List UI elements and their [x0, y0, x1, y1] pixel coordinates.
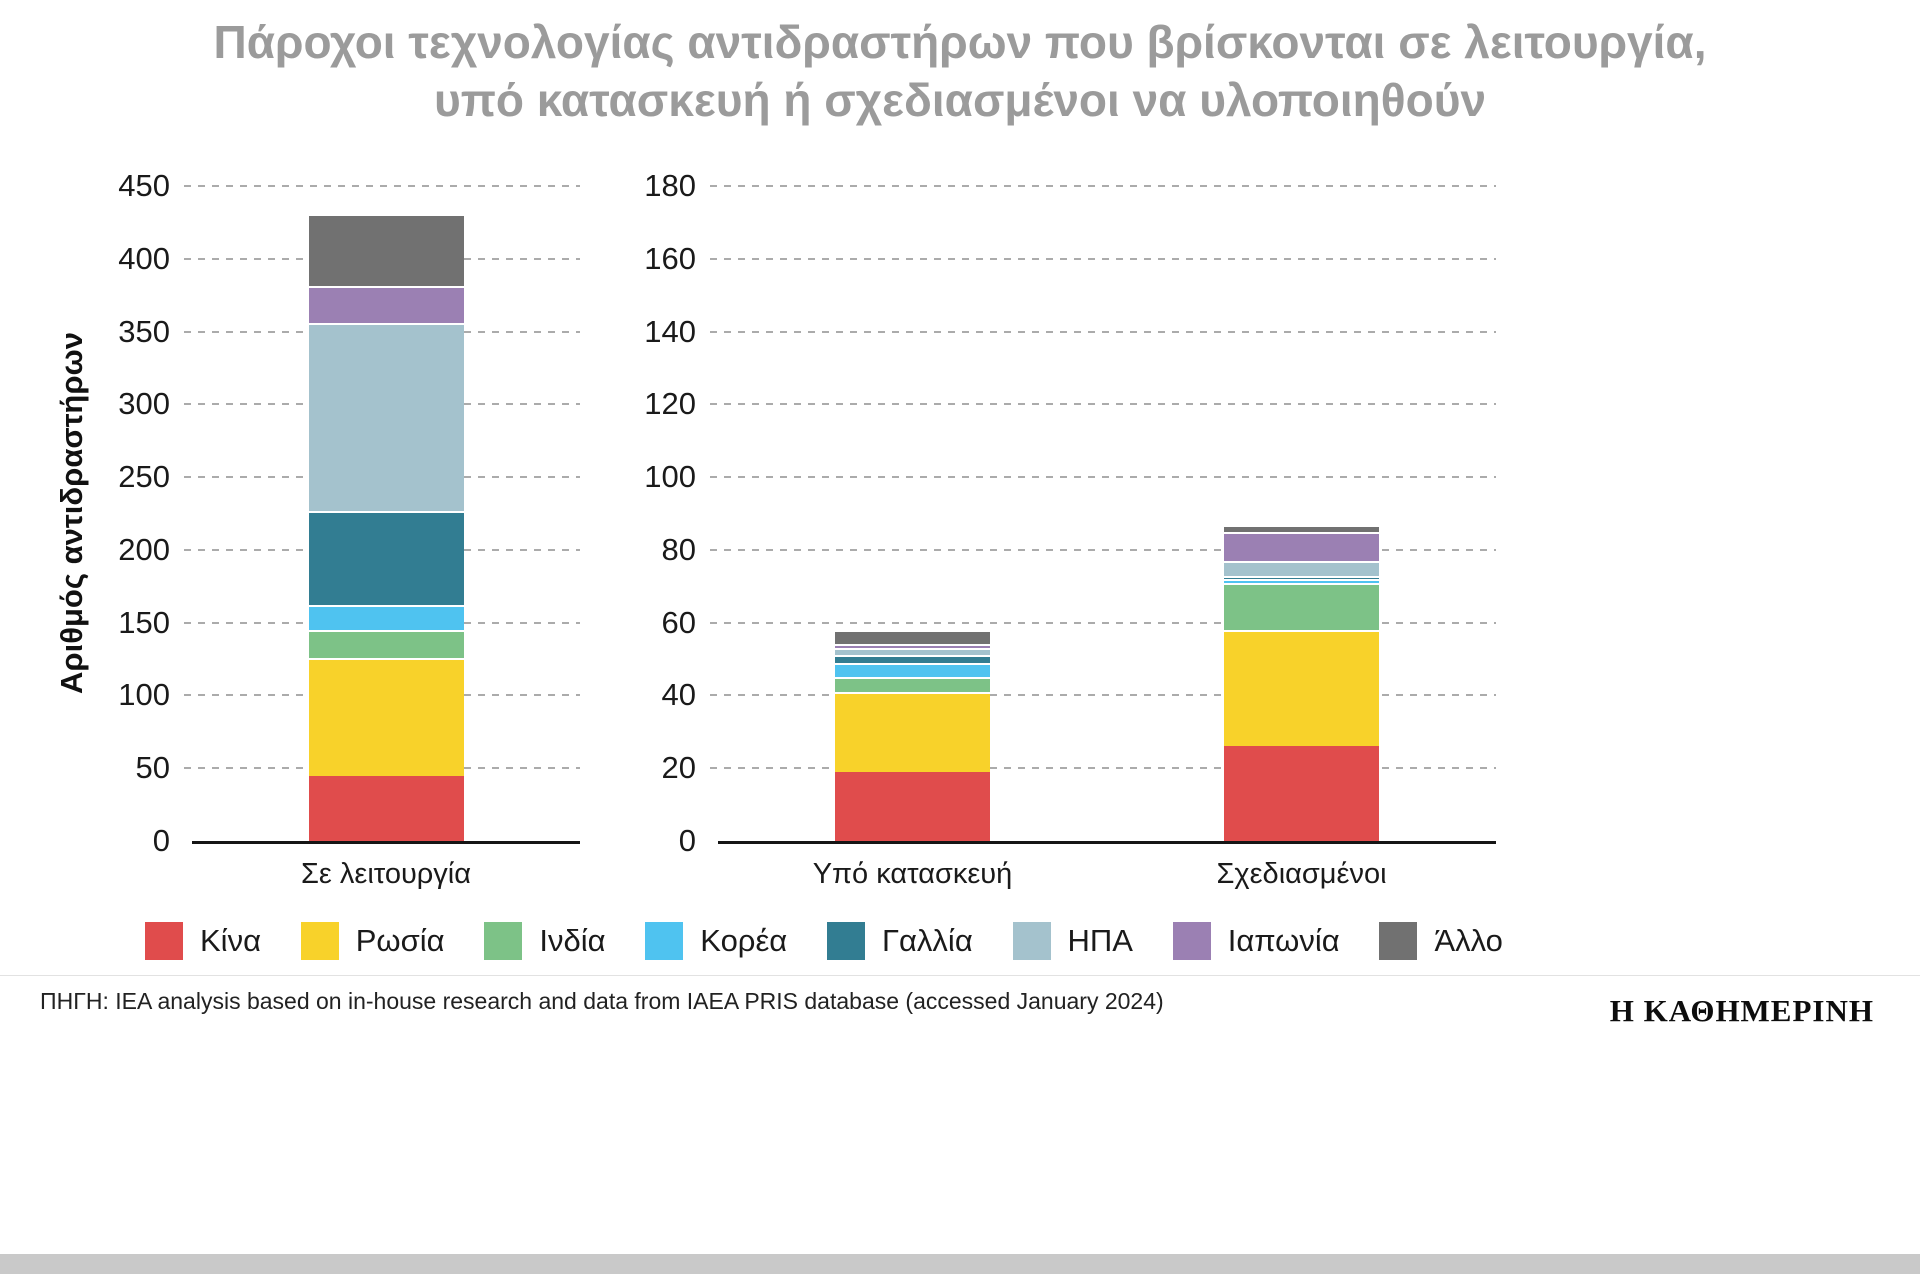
- chart-title-line2: υπό κατασκευή ή σχεδιασμένοι να υλοποιηθ…: [433, 73, 1487, 126]
- y-tick-label: 250: [118, 459, 170, 495]
- legend-item: Γαλλία: [826, 922, 973, 960]
- y-axis-title: Αριθμός αντιδραστήρων: [54, 332, 89, 694]
- gridline: [710, 767, 1496, 770]
- y-tick-label: 180: [644, 168, 696, 203]
- chart-title-line1: Πάροχοι τεχνολογίας αντιδραστήρων που βρ…: [213, 16, 1707, 68]
- bar-segment: [1224, 575, 1379, 580]
- legend-item: Κίνα: [145, 922, 261, 960]
- legend-label: Ρωσία: [355, 923, 445, 958]
- chart-title: Πάροχοι τεχνολογίας αντιδραστήρων που βρ…: [0, 0, 1920, 130]
- bar-segment: [835, 648, 990, 656]
- legend-item: Ρωσία: [300, 922, 445, 960]
- legend-item: Ιαπωνία: [1172, 922, 1340, 960]
- stacked-bar: [835, 629, 990, 841]
- stacked-bar: [1224, 524, 1379, 841]
- bar-segment: [1224, 531, 1379, 561]
- bar-segment: [835, 629, 990, 645]
- bar-segment: [1224, 524, 1379, 532]
- y-tick-label: 450: [118, 168, 170, 203]
- y-tick-label: 0: [152, 823, 170, 858]
- y-tick-label: 300: [118, 386, 170, 422]
- gridline: [710, 476, 1496, 479]
- legend-swatch: [1012, 922, 1051, 960]
- x-category-label: Υπό κατασκευή: [812, 858, 1013, 890]
- y-tick-label: 50: [135, 750, 170, 786]
- gridline: [710, 694, 1496, 697]
- legend-item: Άλλο: [1379, 922, 1503, 960]
- legend-swatch: [826, 922, 865, 960]
- legend-label: Κορέα: [700, 923, 788, 958]
- y-tick-label: 60: [661, 604, 696, 640]
- bar-segment: [835, 677, 990, 692]
- y-tick-label: 100: [644, 459, 696, 495]
- y-tick-label: 120: [644, 386, 696, 422]
- charts-region: Αριθμός αντιδραστήρων 0 50 100 150 200 250 300…: [0, 160, 1920, 905]
- gridline: [710, 403, 1496, 406]
- bar-segment: [308, 629, 464, 658]
- bar-segment: [1224, 746, 1379, 841]
- bar-segment: [308, 657, 464, 776]
- legend-label: Κίνα: [200, 923, 261, 958]
- legend-swatch: [145, 922, 183, 960]
- y-tick-label: 40: [661, 677, 696, 713]
- bar-segment: [1224, 579, 1379, 583]
- legend-swatch: [1379, 922, 1418, 960]
- bar-segment: [1224, 582, 1379, 631]
- y-tick-label: 400: [118, 240, 170, 276]
- source-note: ΠΗΓΗ: IEA analysis based on in-house res…: [40, 988, 1164, 1014]
- gridline: [710, 548, 1496, 551]
- legend-label: Ιαπωνία: [1227, 923, 1340, 958]
- bar-segment: [1224, 630, 1379, 747]
- y-tick-label: 80: [661, 531, 696, 567]
- y-tick-label: 20: [661, 750, 696, 786]
- plot-area-operating: 0 50 100 150 200 250 300 350 400 450 Σε λειτουργία: [118, 168, 580, 890]
- legend-swatch: [1172, 922, 1211, 960]
- bar-segment: [835, 644, 990, 649]
- legend-item: Ινδία: [484, 922, 606, 960]
- y-tick-label: 0: [678, 823, 696, 858]
- bar-segment: [308, 322, 464, 511]
- y-tick-label: 160: [644, 240, 696, 276]
- bar-segment: [308, 775, 464, 841]
- x-category-label: Σχεδιασμένοι: [1216, 858, 1387, 890]
- plot-area-construction-planned: 0 20 40 60 80 100 120 140 160 180 Υπό κατασκευή Σχε…: [644, 168, 1496, 890]
- bar-segment: [308, 510, 464, 606]
- bottom-strip: [0, 1254, 1920, 1274]
- legend-item: ΗΠΑ: [1012, 922, 1133, 960]
- y-tick-label: 140: [644, 313, 696, 349]
- bar-segment: [835, 691, 990, 772]
- publisher-logo: Η ΚΑΘΗΜΕΡΙΝΗ: [1609, 993, 1874, 1028]
- y-tick-label: 100: [118, 677, 170, 713]
- legend-label: Άλλο: [1434, 923, 1503, 958]
- legend-label: Ινδία: [539, 923, 606, 958]
- legend-item: Κορέα: [645, 922, 787, 960]
- gridline: [710, 621, 1496, 624]
- gridline: [184, 185, 580, 187]
- bar-segment: [1224, 560, 1379, 576]
- legend-label: ΗΠΑ: [1067, 923, 1133, 958]
- stacked-bar: [308, 213, 464, 841]
- legend-swatch: [484, 922, 523, 960]
- y-tick-label: 350: [118, 313, 170, 349]
- bar-segment: [308, 286, 464, 323]
- gridline: [710, 185, 1496, 187]
- y-tick-label: 200: [118, 531, 170, 567]
- legend: Κίνα Ρωσία Ινδία Κορέα Γαλλία ΗΠΑ Ιαπωνία Άλλο: [145, 922, 1503, 960]
- footer-divider: [0, 975, 1920, 976]
- bar-segment: [308, 605, 464, 630]
- legend-swatch: [300, 922, 339, 960]
- gridline: [710, 330, 1496, 333]
- bar-segment: [308, 213, 464, 287]
- bar-segment: [835, 771, 990, 841]
- y-tick-label: 150: [118, 604, 170, 640]
- bar-segment: [835, 655, 990, 663]
- bar-segment: [835, 662, 990, 678]
- legend-label: Γαλλία: [881, 923, 973, 958]
- x-category-label: Σε λειτουργία: [300, 858, 472, 890]
- legend-swatch: [645, 922, 684, 960]
- gridline: [710, 257, 1496, 260]
